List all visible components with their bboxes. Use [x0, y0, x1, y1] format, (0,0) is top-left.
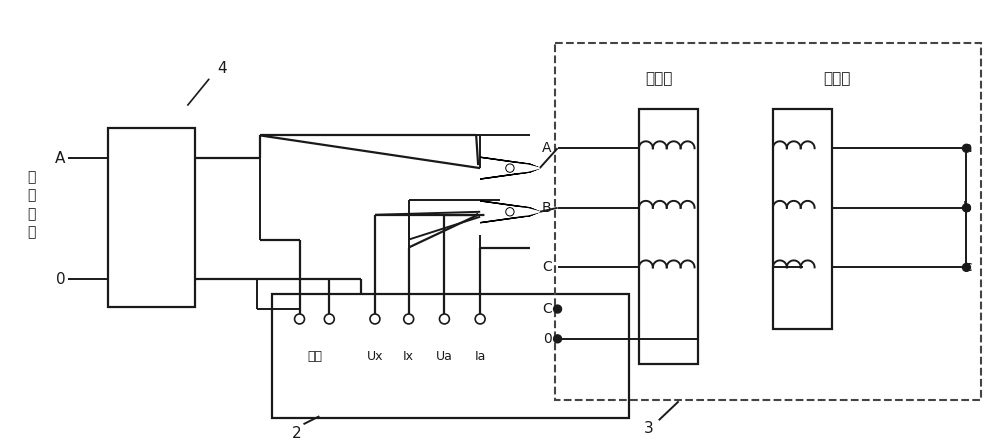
- Text: 0: 0: [543, 332, 552, 346]
- Text: 0: 0: [56, 272, 65, 287]
- Circle shape: [554, 335, 562, 343]
- Text: 3: 3: [644, 420, 654, 436]
- Text: 低压侧: 低压侧: [824, 71, 851, 86]
- Text: C: C: [542, 302, 552, 316]
- Polygon shape: [480, 157, 540, 168]
- Polygon shape: [480, 212, 540, 223]
- Circle shape: [507, 165, 513, 171]
- Circle shape: [507, 209, 513, 215]
- Circle shape: [506, 164, 514, 172]
- Text: 单
相
电
源: 单 相 电 源: [27, 170, 36, 239]
- Text: Ua: Ua: [436, 350, 453, 363]
- Text: a: a: [963, 141, 971, 155]
- Circle shape: [962, 204, 970, 212]
- Polygon shape: [485, 205, 540, 219]
- Circle shape: [962, 144, 970, 152]
- Text: Ia: Ia: [474, 350, 486, 363]
- Bar: [108, 128, 195, 307]
- Text: Ix: Ix: [403, 350, 414, 363]
- Text: 2: 2: [292, 426, 301, 440]
- Bar: [272, 294, 629, 418]
- Bar: [555, 43, 981, 400]
- Bar: [773, 109, 832, 329]
- Text: c: c: [964, 260, 971, 274]
- Text: A: A: [55, 151, 65, 166]
- Text: A: A: [542, 141, 552, 155]
- Polygon shape: [485, 161, 540, 175]
- Text: b: b: [963, 201, 971, 215]
- Circle shape: [506, 208, 514, 216]
- Circle shape: [962, 263, 970, 271]
- Bar: [639, 109, 698, 364]
- Circle shape: [554, 305, 562, 313]
- Text: C: C: [542, 260, 552, 274]
- Text: 输入: 输入: [307, 350, 322, 363]
- Text: Ux: Ux: [367, 350, 383, 363]
- Polygon shape: [480, 168, 540, 179]
- Text: 高压侧: 高压侧: [645, 71, 672, 86]
- Polygon shape: [480, 201, 540, 212]
- Text: B: B: [542, 201, 552, 215]
- Text: 4: 4: [217, 61, 227, 76]
